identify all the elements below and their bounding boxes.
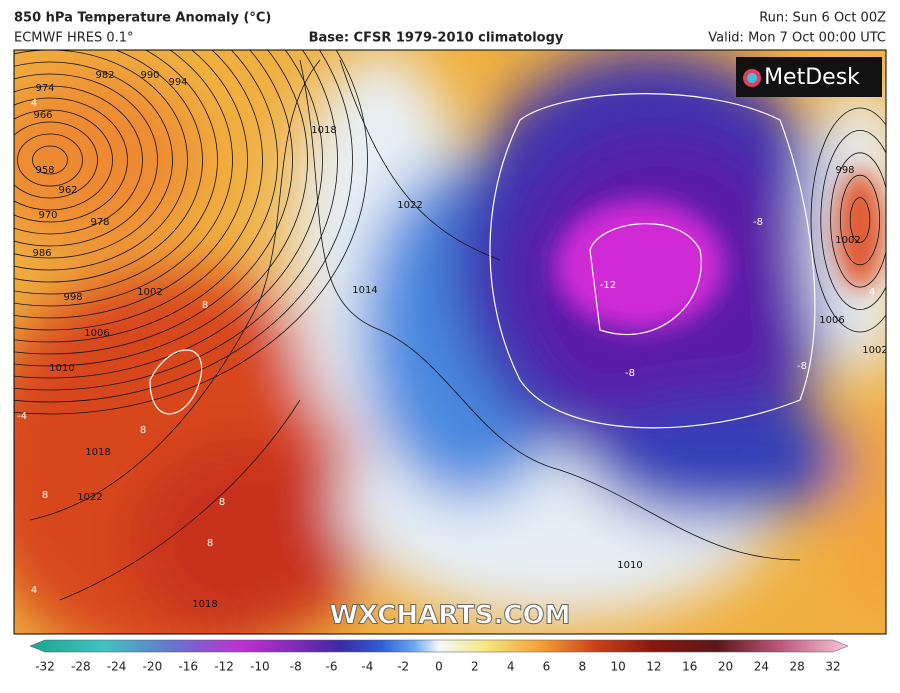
anomaly-label: -12 — [600, 280, 616, 291]
colorbar-tick-label: 6 — [543, 660, 551, 674]
isobar — [14, 73, 158, 247]
isobar — [14, 50, 353, 403]
anomaly-label: 8 — [42, 490, 48, 501]
base: Base: CFSR 1979-2010 climatology — [309, 31, 564, 46]
colorbar-tick-label: -12 — [214, 660, 234, 674]
isobar — [14, 50, 188, 271]
colorbar-tick-label: 10 — [610, 660, 625, 674]
isobar-label: 958 — [35, 165, 54, 176]
anomaly-label: -8 — [625, 368, 635, 379]
colorbar-tick-label: 28 — [790, 660, 805, 674]
isobar — [14, 50, 308, 367]
colorbar-tick-label: 32 — [825, 660, 840, 674]
run: Run: Sun 6 Oct 00Z — [759, 11, 886, 26]
isobar-label: 970 — [38, 210, 57, 221]
colorbar-tick-label: -32 — [35, 660, 55, 674]
isobar — [17, 133, 83, 187]
isobar-label: 1022 — [397, 200, 422, 211]
isobar — [14, 61, 173, 259]
colorbar-tick-label: -6 — [326, 660, 338, 674]
isobar-label: 998 — [835, 165, 854, 176]
isobar — [830, 152, 886, 288]
isobar-label: 974 — [35, 83, 54, 94]
isobar — [14, 50, 248, 319]
title: 850 hPa Temperature Anomaly (°C) — [14, 11, 271, 26]
colorbar-tick-label: -20 — [143, 660, 163, 674]
isobar — [14, 97, 128, 223]
colorbar-tick-label: 12 — [646, 660, 661, 674]
isobar — [820, 130, 886, 310]
anomaly-label: 8 — [202, 300, 208, 311]
isobar-label: 1018 — [311, 125, 336, 136]
isobar — [14, 50, 233, 307]
isobar-label: 1002 — [862, 345, 887, 356]
isobar — [14, 50, 218, 295]
colorbar-tick-label: 2 — [471, 660, 479, 674]
isobar — [14, 50, 263, 331]
isobar-label: 978 — [90, 217, 109, 228]
colorbar — [29, 639, 849, 653]
colorbar-tick-label: 4 — [507, 660, 515, 674]
isobar-label: 1010 — [49, 363, 74, 374]
map-frame — [13, 49, 887, 635]
map: 974 982 990 994 966 958 962 970 978 986 998 1002 100… — [14, 50, 887, 634]
isobar-label: 982 — [95, 70, 114, 81]
logo: MetDesk — [764, 65, 860, 90]
anomaly-label: -8 — [753, 217, 763, 228]
isobar — [14, 109, 113, 211]
watermark: WXCHARTS.COM — [329, 601, 570, 631]
isobar-label: 1002 — [137, 287, 162, 298]
isobar-label: 1010 — [617, 560, 642, 571]
isobar-label: 994 — [168, 77, 187, 88]
anomaly-label: -8 — [797, 361, 807, 372]
isobar-label: 1002 — [835, 235, 860, 246]
anomaly-label: 8 — [207, 538, 213, 549]
colorbar-tick-label: 16 — [682, 660, 697, 674]
isobar-label: 1006 — [819, 315, 844, 326]
colorbar-tick-label: 24 — [754, 660, 769, 674]
isobar — [810, 107, 886, 333]
isobar-label: 962 — [58, 185, 77, 196]
isobar — [14, 50, 338, 391]
isobar — [14, 50, 293, 355]
isobar — [14, 50, 368, 415]
anomaly-label: 8 — [219, 497, 225, 508]
isobar-label: 1018 — [85, 447, 110, 458]
colorbar-tick-label: -28 — [71, 660, 91, 674]
isobar-label: 1014 — [352, 285, 377, 296]
isobar-label: 998 — [63, 292, 82, 303]
anomaly-label: 4 — [31, 98, 37, 109]
isobar — [14, 50, 203, 283]
isobar-label: 1022 — [77, 492, 102, 503]
isobar — [32, 145, 68, 175]
anomaly-label: 4 — [869, 287, 875, 298]
isobar-label: 990 — [140, 70, 159, 81]
valid: Valid: Mon 7 Oct 00:00 UTC — [708, 31, 886, 46]
colorbar-tick-label: 0 — [435, 660, 443, 674]
isobar — [14, 85, 143, 235]
model: ECMWF HRES 0.1° — [14, 31, 134, 46]
isobar — [14, 121, 98, 199]
colorbar-tick-label: -10 — [250, 660, 270, 674]
isobar-label: 986 — [32, 248, 51, 259]
isobar-label: 1006 — [84, 328, 109, 339]
colorbar-tick-label: 8 — [578, 660, 586, 674]
isobar-label: 966 — [33, 110, 52, 121]
colorbar-tick-label: -8 — [290, 660, 302, 674]
isobar-label: 1018 — [192, 599, 217, 610]
isobar — [840, 174, 881, 266]
colorbar-tick-label: -16 — [178, 660, 198, 674]
colorbar-tick-label: -24 — [107, 660, 127, 674]
isobar — [14, 50, 278, 343]
anomaly-label: 8 — [140, 425, 146, 436]
isobar — [14, 50, 323, 379]
anomaly-label: -4 — [17, 411, 27, 422]
colorbar-tick-label: -4 — [361, 660, 373, 674]
isobar — [849, 197, 871, 243]
colorbar-tick-label: 20 — [718, 660, 733, 674]
colorbar-tick-label: -2 — [397, 660, 409, 674]
anomaly-label: 4 — [31, 585, 37, 596]
